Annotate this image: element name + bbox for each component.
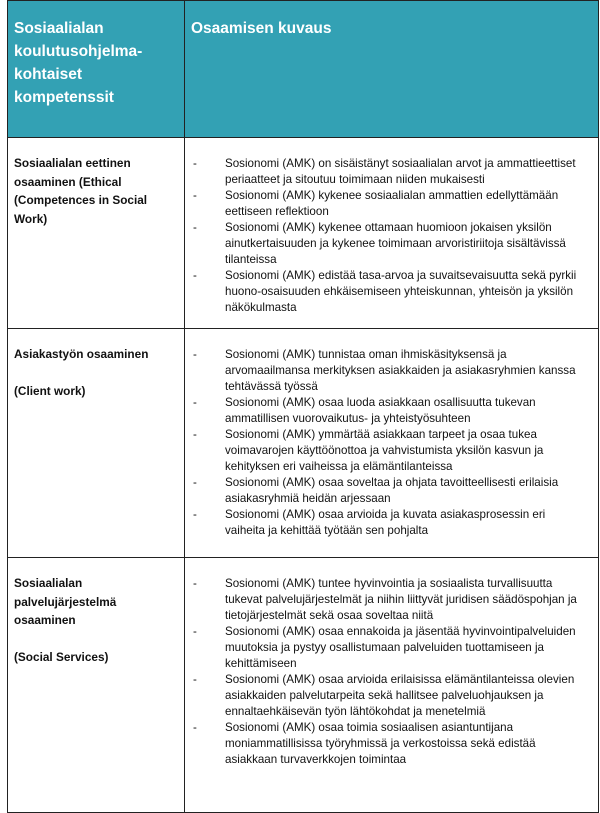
description-cell: - Sosionomi (AMK) tuntee hyvinvointia ja …	[184, 557, 599, 813]
list-item: - Sosionomi (AMK) edistää tasa-arvoa ja s…	[193, 269, 577, 314]
list-item: - Sosionomi (AMK) kykenee ottamaan huomio…	[193, 221, 566, 266]
list-item: - Sosionomi (AMK) kykenee sosiaalialan am…	[193, 189, 559, 218]
list-item: - Sosionomi (AMK) osaa arvioida ja kuvata…	[193, 508, 546, 537]
competence-title: Sosiaalialan palvelujärjestelmä osaamine…	[14, 576, 117, 627]
description-cell: - Sosionomi (AMK) on sisäistänyt sosiaali…	[184, 137, 599, 329]
list-item: - Sosionomi (AMK) tunnistaa oman ihmiskäs…	[193, 348, 576, 393]
competence-table: Sosiaalialan koulutusohjelma-kohtaiset k…	[7, 0, 599, 813]
list-item: - Sosionomi (AMK) tuntee hyvinvointia ja …	[193, 577, 577, 622]
list-item: - Sosionomi (AMK) on sisäistänyt sosiaali…	[193, 157, 576, 186]
description-cell: - Sosionomi (AMK) tunnistaa oman ihmiskäs…	[184, 328, 599, 558]
list-item: - Sosionomi (AMK) osaa arvioida erilaisis…	[193, 673, 575, 718]
table-header-row: Sosiaalialan koulutusohjelma-kohtaiset k…	[7, 0, 599, 138]
competence-subtitle: (Client work)	[14, 383, 86, 398]
competence-subtitle: (Social Services)	[14, 649, 109, 664]
table-row: Asiakastyön osaaminen (Client work) - Sos…	[7, 328, 599, 558]
table-row: Sosiaalialan eettinen osaaminen (Ethical…	[7, 137, 599, 329]
competence-title: Asiakastyön osaaminen	[14, 347, 149, 361]
competence-title: Sosiaalialan eettinen osaaminen (Ethical…	[14, 156, 148, 226]
header-description: Osaamisen kuvaus	[184, 0, 599, 138]
list-item: - Sosionomi (AMK) osaa luoda asiakkaan os…	[193, 396, 536, 425]
list-item: - Sosionomi (AMK) osaa ennakoida ja jäsen…	[193, 625, 576, 670]
description-list: - Sosionomi (AMK) tuntee hyvinvointia ja …	[185, 558, 598, 780]
list-item: - Sosionomi (AMK) ymmärtää asiakkaan tarp…	[193, 428, 544, 473]
competence-title-cell: Sosiaalialan palvelujärjestelmä osaamine…	[7, 557, 185, 813]
description-list: - Sosionomi (AMK) tunnistaa oman ihmiskäs…	[185, 329, 598, 551]
table-row: Sosiaalialan palvelujärjestelmä osaamine…	[7, 557, 599, 813]
competence-title-cell: Asiakastyön osaaminen (Client work)	[7, 328, 185, 558]
competence-title-cell: Sosiaalialan eettinen osaaminen (Ethical…	[7, 137, 185, 329]
header-competences: Sosiaalialan koulutusohjelma-kohtaiset k…	[7, 0, 185, 138]
list-item: - Sosionomi (AMK) osaa toimia sosiaalisen…	[193, 721, 536, 766]
list-item: - Sosionomi (AMK) osaa soveltaa ja ohjata…	[193, 476, 559, 505]
description-list: - Sosionomi (AMK) on sisäistänyt sosiaali…	[185, 138, 598, 328]
